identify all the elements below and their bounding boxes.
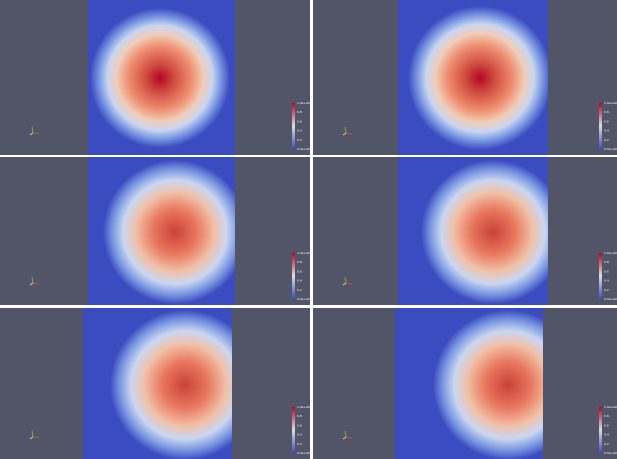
axis-z	[342, 436, 347, 440]
field-blob	[433, 310, 543, 459]
render-view: 1.0e+00 0.8 0.6 0.4 0.2 0.0e+00	[0, 0, 310, 155]
colorbar-label: 0.4	[297, 433, 302, 437]
axis-y	[344, 126, 347, 134]
colorbar-label: 0.2	[297, 138, 302, 142]
colorbar-label: 0.4	[604, 129, 609, 133]
colorbar-label: 0.8	[297, 110, 302, 114]
axis-y	[344, 430, 347, 438]
colorbar-label: 0.6	[604, 423, 609, 427]
axis-z	[342, 132, 347, 136]
colorbar-label: 0.8	[297, 260, 302, 264]
colorbar-label: 0.8	[297, 414, 302, 418]
field	[83, 308, 232, 459]
colorbar	[292, 253, 295, 299]
render-view: 1.0e+00 0.8 0.6 0.4 0.2 0.0e+00	[313, 0, 617, 155]
field	[88, 157, 235, 305]
field	[395, 308, 543, 459]
colorbar-label: 0.2	[604, 138, 609, 142]
colorbar-label: 0.4	[297, 279, 302, 283]
render-view: 1.0e+00 0.8 0.6 0.4 0.2 0.0e+00	[0, 308, 310, 459]
colorbar-label: 0.0e+00	[297, 451, 310, 455]
colorbar-label: 0.2	[297, 288, 302, 292]
field-blob	[110, 310, 232, 459]
colorbar-label: 0.2	[604, 442, 609, 446]
axis-y	[31, 430, 34, 438]
colorbar-label: 0.0e+00	[604, 297, 617, 301]
colorbar-label: 0.4	[604, 279, 609, 283]
colorbar-label: 1.0e+00	[297, 251, 310, 255]
colorbar	[292, 407, 295, 453]
colorbar-label: 0.6	[297, 423, 302, 427]
colorbar-label: 1.0e+00	[297, 405, 310, 409]
colorbar-label: 0.2	[604, 288, 609, 292]
colorbar-label: 0.0e+00	[604, 147, 617, 151]
colorbar-label: 1.0e+00	[297, 101, 310, 105]
colorbar-label: 0.6	[297, 119, 302, 123]
colorbar	[599, 103, 602, 149]
render-view: 1.0e+00 0.8 0.6 0.4 0.2 0.0e+00	[0, 157, 310, 305]
axis-y	[31, 126, 34, 134]
axis-x	[345, 436, 353, 439]
colorbar-label: 1.0e+00	[604, 251, 617, 255]
field-blob	[90, 8, 230, 148]
axis-z	[29, 436, 34, 440]
render-view: 1.0e+00 0.8 0.6 0.4 0.2 0.0e+00	[313, 157, 617, 305]
render-view: 1.0e+00 0.8 0.6 0.4 0.2 0.0e+00	[313, 308, 617, 459]
colorbar-label: 0.8	[604, 260, 609, 264]
colorbar-label: 0.0e+00	[297, 147, 310, 151]
colorbar-label: 0.0e+00	[297, 297, 310, 301]
colorbar	[599, 407, 602, 453]
colorbar-label: 1.0e+00	[604, 405, 617, 409]
axis-y	[31, 276, 34, 284]
colorbar-label: 0.8	[604, 414, 609, 418]
field-blob	[103, 160, 235, 304]
axis-x	[32, 436, 40, 439]
colorbar-label: 0.6	[297, 269, 302, 273]
axis-x	[345, 132, 353, 135]
colorbar	[292, 103, 295, 149]
colorbar-label: 0.4	[297, 129, 302, 133]
field	[88, 0, 235, 155]
axis-z	[342, 282, 347, 286]
axis-x	[32, 132, 40, 135]
colorbar-label: 0.6	[604, 119, 609, 123]
colorbar-label: 0.2	[297, 442, 302, 446]
axis-x	[32, 282, 40, 285]
field	[398, 157, 548, 305]
axis-z	[29, 132, 34, 136]
axis-y	[344, 276, 347, 284]
colorbar-label: 0.8	[604, 110, 609, 114]
field-blob	[421, 160, 548, 304]
colorbar-label: 0.6	[604, 269, 609, 273]
colorbar-label: 0.4	[604, 433, 609, 437]
colorbar	[599, 253, 602, 299]
colorbar-label: 1.0e+00	[604, 101, 617, 105]
axis-x	[345, 282, 353, 285]
axis-z	[29, 282, 34, 286]
field-blob	[408, 6, 548, 150]
field	[398, 0, 548, 155]
colorbar-label: 0.0e+00	[604, 451, 617, 455]
